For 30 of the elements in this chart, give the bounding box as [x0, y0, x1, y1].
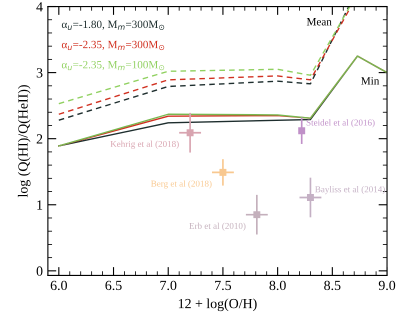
x-tick-label: 7.0: [160, 280, 176, 290]
point: [298, 127, 306, 134]
series-label: Steidel et al (2016): [306, 119, 375, 128]
y-tick-label: 2: [36, 134, 42, 144]
point: [253, 211, 260, 218]
series-label: Erb et al (2010): [189, 222, 246, 231]
annotation: Min: [361, 77, 380, 84]
series-label: Kehrig et al (2018): [110, 140, 179, 149]
series-label: Berg et al (2018): [150, 180, 212, 189]
x-tick-label: 6.5: [105, 280, 122, 290]
series-label: Bayliss et al (2014): [315, 186, 385, 194]
text: α$_{u}$=-2.35, M$_{m}$=300M$_{⊙}$: [62, 40, 164, 50]
point: [306, 194, 314, 201]
y-axis-title: log (Q(HI)/Q(HeII)): [18, 85, 31, 198]
x-tick-label: 6.0: [50, 280, 67, 290]
x-tick-label: 9.0: [378, 280, 396, 290]
annotation: Mean: [306, 18, 332, 26]
x-tick-label: 8.5: [324, 280, 340, 290]
y-tick-label: 1: [37, 200, 42, 210]
y-tick-label: 3: [36, 68, 42, 78]
text: α$_{u}$=-1.80, M$_{m}$=300M$_{⊙}$: [62, 20, 164, 30]
x-axis-title: 12 + log(O/H): [178, 298, 257, 312]
point: [219, 168, 226, 176]
series-label: α$_{u}$=-2.35, M$_{m}$=100M$_{⊙}$: [62, 60, 164, 70]
point: [186, 129, 194, 136]
x-tick-label: 7.5: [215, 280, 232, 290]
y-tick-label: 4: [36, 2, 43, 12]
x-tick-label: 8.0: [269, 280, 286, 290]
y-tick-label: 0: [36, 266, 42, 276]
line-series: [58, 55, 388, 147]
